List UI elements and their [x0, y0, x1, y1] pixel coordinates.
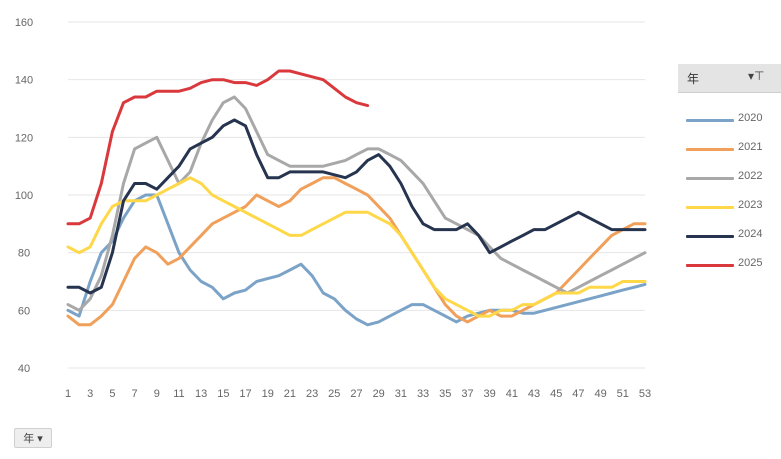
legend-swatch: [686, 177, 734, 180]
legend-swatch: [686, 119, 734, 122]
filter-dropdown-icon[interactable]: ▾⊤: [748, 69, 765, 83]
x-tick-label: 13: [195, 388, 207, 400]
legend-label: 2020: [738, 112, 763, 124]
x-tick-label: 9: [154, 388, 160, 400]
legend-header-label: 年: [687, 72, 700, 86]
legend-label: 2021: [738, 141, 763, 153]
x-tick-label: 25: [328, 388, 340, 400]
legend-item-2024: 2024: [686, 226, 781, 246]
legend-swatch: [686, 206, 734, 209]
x-tick-label: 35: [439, 388, 451, 400]
x-tick-label: 3: [87, 388, 93, 400]
y-axis-ticks: 40 60 80 100 120 140 160: [15, 17, 33, 375]
field-filter-button[interactable]: 年 ▾: [14, 428, 52, 448]
x-axis-ticks: 1 3 5 7 9 11 13 15 17 19 21 23 25 27 29 31 33 35 37 39 41 43 4…: [65, 388, 651, 400]
series-line-2022: [66, 95, 647, 312]
series-line-2020: [66, 193, 647, 327]
x-tick-label: 45: [550, 388, 562, 400]
x-tick-label: 15: [217, 388, 229, 400]
series-line-2025: [66, 69, 370, 226]
x-tick-label: 11: [173, 388, 184, 400]
y-tick-label: 140: [15, 75, 33, 87]
x-tick-label: 23: [306, 388, 318, 400]
series-line-2023: [66, 176, 647, 318]
legend-swatch: [686, 264, 734, 267]
y-tick-label: 160: [15, 17, 33, 29]
y-tick-label: 40: [18, 363, 30, 375]
legend-item-2020: 2020: [686, 110, 781, 130]
legend-label: 2022: [738, 170, 763, 182]
x-tick-label: 19: [262, 388, 274, 400]
x-tick-label: 5: [109, 388, 115, 400]
x-tick-label: 31: [395, 388, 407, 400]
series-line-2021: [66, 176, 647, 327]
legend-item-2025: 2025: [686, 255, 781, 275]
legend: 年 ▾⊤ 2020 2021 2022 2023 2024 2025: [678, 64, 781, 354]
x-tick-label: 7: [132, 388, 138, 400]
x-tick-label: 17: [239, 388, 251, 400]
series-line-2024: [66, 118, 647, 295]
field-filter-label: 年: [23, 432, 35, 445]
legend-label: 2025: [738, 257, 763, 269]
series-lines: [66, 69, 647, 327]
gridlines: [68, 21, 645, 369]
x-tick-label: 29: [373, 388, 385, 400]
legend-swatch: [686, 148, 734, 151]
y-tick-label: 100: [15, 190, 33, 202]
legend-item-2022: 2022: [686, 168, 781, 188]
legend-item-2021: 2021: [686, 139, 781, 159]
x-tick-label: 33: [417, 388, 429, 400]
legend-swatch: [686, 235, 734, 238]
y-tick-label: 120: [15, 132, 33, 144]
x-tick-label: 41: [506, 388, 518, 400]
x-tick-label: 43: [528, 388, 540, 400]
x-tick-label: 27: [350, 388, 362, 400]
x-tick-label: 47: [572, 388, 584, 400]
x-tick-label: 21: [284, 388, 296, 400]
x-tick-label: 37: [461, 388, 473, 400]
legend-label: 2023: [738, 199, 763, 211]
x-tick-label: 49: [594, 388, 606, 400]
x-tick-label: 1: [65, 388, 71, 400]
x-tick-label: 39: [484, 388, 496, 400]
x-tick-label: 53: [639, 388, 651, 400]
y-tick-label: 80: [18, 248, 30, 260]
x-tick-label: 51: [617, 388, 629, 400]
legend-item-2023: 2023: [686, 197, 781, 217]
legend-filter-header[interactable]: 年 ▾⊤: [678, 64, 781, 93]
dropdown-arrow-icon: ▾: [37, 431, 43, 445]
y-tick-label: 60: [18, 305, 30, 317]
legend-label: 2024: [738, 228, 763, 240]
